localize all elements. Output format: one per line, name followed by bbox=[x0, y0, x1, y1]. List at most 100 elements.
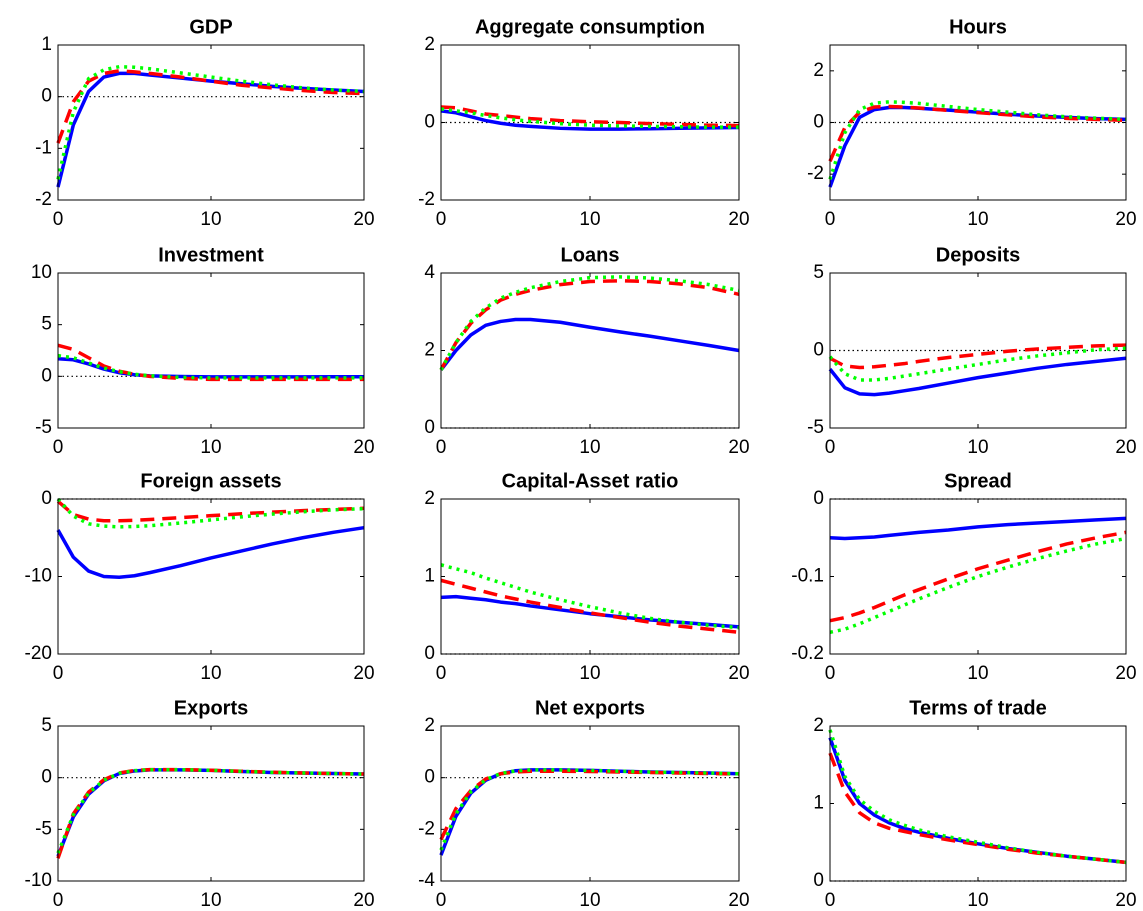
x-tick-label: 0 bbox=[436, 663, 447, 684]
x-tick-label: 0 bbox=[53, 209, 64, 230]
y-tick-label: 1 bbox=[813, 793, 824, 814]
x-tick-label: 10 bbox=[967, 209, 988, 230]
y-tick-label: -20 bbox=[25, 643, 52, 664]
y-tick-label: 0 bbox=[813, 488, 824, 509]
y-tick-label: 2 bbox=[813, 60, 824, 81]
series-line bbox=[56, 64, 365, 180]
x-tick-label: 10 bbox=[579, 663, 600, 684]
x-tick-label: 20 bbox=[353, 209, 374, 230]
subplot-title: Exports bbox=[174, 697, 248, 719]
series-line bbox=[828, 752, 1127, 865]
subplot-title: GDP bbox=[189, 16, 232, 38]
x-tick-label: 10 bbox=[200, 209, 221, 230]
axes-box bbox=[829, 44, 1127, 201]
subplot-title: Investment bbox=[158, 244, 264, 266]
y-tick-label: 0 bbox=[424, 767, 435, 788]
subplot-title: Terms of trade bbox=[909, 697, 1046, 719]
axes-box bbox=[829, 272, 1127, 429]
series-line bbox=[56, 767, 365, 859]
series-line bbox=[56, 71, 365, 188]
y-tick-label: 4 bbox=[424, 262, 435, 283]
x-tick-label: 0 bbox=[53, 663, 64, 684]
x-tick-label: 0 bbox=[436, 209, 447, 230]
x-tick-label: 0 bbox=[825, 437, 836, 458]
series-line bbox=[829, 536, 1127, 635]
series-line bbox=[440, 107, 739, 129]
x-tick-label: 10 bbox=[200, 663, 221, 684]
y-tick-label: -0.2 bbox=[791, 643, 824, 664]
y-tick-label: 0 bbox=[813, 112, 824, 133]
x-tick-label: 0 bbox=[825, 663, 836, 684]
y-tick-label: -2 bbox=[807, 163, 824, 184]
y-tick-label: 2 bbox=[813, 715, 824, 736]
axes-box bbox=[440, 498, 740, 655]
y-tick-label: 0 bbox=[41, 488, 52, 509]
x-tick-label: 10 bbox=[967, 437, 988, 458]
series-line bbox=[56, 768, 365, 857]
axes-box bbox=[440, 725, 740, 882]
series-line bbox=[440, 105, 740, 128]
x-tick-label: 20 bbox=[353, 437, 374, 458]
series-line bbox=[57, 353, 364, 380]
axes-box bbox=[440, 44, 740, 201]
y-tick-label: -2 bbox=[35, 189, 52, 210]
x-tick-label: 20 bbox=[728, 437, 749, 458]
series-line bbox=[828, 737, 1127, 865]
subplot-title: Hours bbox=[949, 16, 1007, 38]
x-tick-label: 0 bbox=[436, 890, 447, 911]
x-tick-label: 10 bbox=[579, 437, 600, 458]
y-tick-label: 2 bbox=[424, 34, 435, 55]
x-tick-label: 10 bbox=[200, 890, 221, 911]
series-line bbox=[57, 343, 364, 382]
y-tick-label: -10 bbox=[25, 566, 52, 587]
series-line bbox=[56, 69, 365, 144]
subplot-title: Loans bbox=[561, 244, 620, 266]
subplot-title: Spread bbox=[944, 470, 1012, 492]
axes-box bbox=[440, 272, 740, 429]
subplot: Foreign assets -20 -10 0 0 10 20 bbox=[25, 470, 375, 684]
axes-box bbox=[57, 498, 365, 655]
series-line bbox=[439, 768, 740, 856]
y-tick-label: 5 bbox=[41, 715, 52, 736]
axes-box bbox=[57, 725, 365, 882]
series-line bbox=[828, 356, 1127, 397]
subplot: Spread -0.2 -0.1 0 0 10 20 bbox=[791, 470, 1136, 684]
x-tick-label: 20 bbox=[353, 663, 374, 684]
x-tick-label: 20 bbox=[353, 890, 374, 911]
y-tick-label: -5 bbox=[807, 417, 824, 438]
x-tick-label: 20 bbox=[1115, 437, 1136, 458]
series-line bbox=[56, 497, 365, 529]
y-tick-label: -5 bbox=[35, 417, 52, 438]
series-line bbox=[440, 594, 740, 629]
subplot-title: Deposits bbox=[936, 244, 1020, 266]
x-tick-label: 20 bbox=[728, 209, 749, 230]
subplot-title: Capital-Asset ratio bbox=[502, 470, 679, 492]
y-tick-label: 0 bbox=[424, 643, 435, 664]
y-tick-label: 10 bbox=[31, 262, 52, 283]
x-tick-label: 20 bbox=[728, 663, 749, 684]
y-tick-label: -10 bbox=[25, 870, 52, 891]
series-line bbox=[439, 279, 740, 371]
y-tick-label: 2 bbox=[424, 340, 435, 361]
y-tick-label: 5 bbox=[41, 314, 52, 335]
y-tick-label: 0 bbox=[424, 112, 435, 133]
series-line bbox=[828, 100, 1127, 180]
y-tick-label: 0 bbox=[424, 417, 435, 438]
y-tick-label: 0 bbox=[41, 86, 52, 107]
y-tick-label: -0.1 bbox=[791, 566, 824, 587]
y-tick-label: 0 bbox=[41, 365, 52, 386]
series-line bbox=[439, 317, 740, 371]
x-tick-label: 10 bbox=[967, 890, 988, 911]
series-line bbox=[828, 729, 1127, 865]
subplot-title: Net exports bbox=[535, 697, 645, 719]
axes-box bbox=[57, 272, 365, 429]
y-tick-label: -4 bbox=[418, 870, 435, 891]
x-tick-label: 10 bbox=[200, 437, 221, 458]
series-line bbox=[829, 530, 1127, 623]
